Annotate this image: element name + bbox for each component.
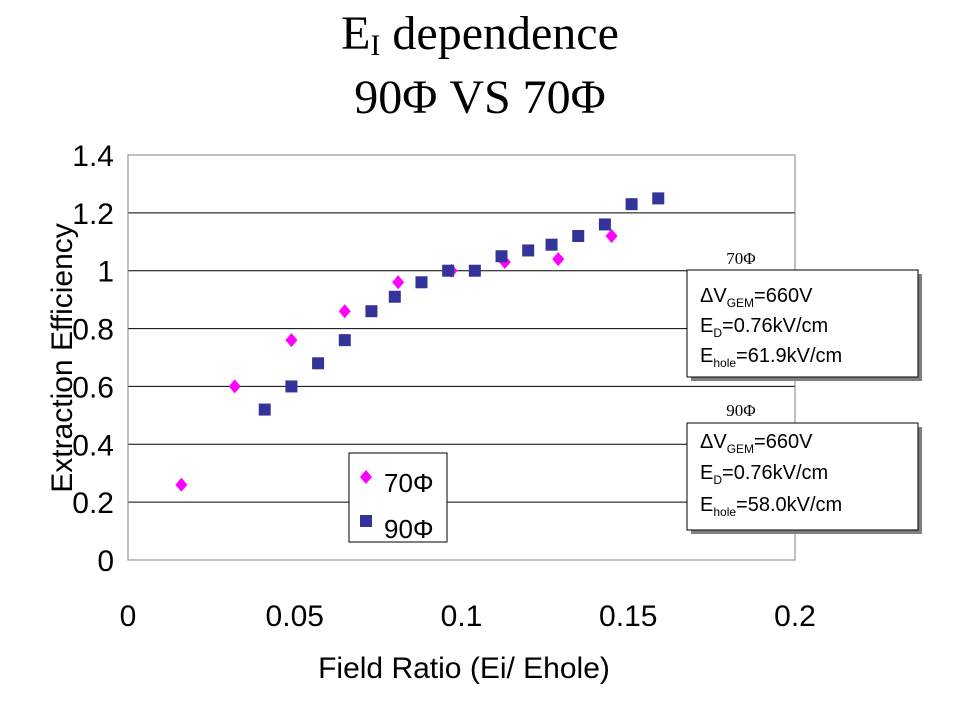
data-point-90phi bbox=[258, 403, 271, 416]
data-point-70phi bbox=[552, 252, 565, 267]
y-tick-label: 0 bbox=[97, 545, 114, 578]
legend-marker-70phi bbox=[360, 470, 372, 484]
chart-title-line2: 90Φ VS 70Φ bbox=[354, 71, 606, 124]
x-tick-labels: 0 0.05 0.1 0.15 0.2 bbox=[120, 600, 816, 633]
y-tick-label: 1 bbox=[97, 256, 114, 289]
data-point-90phi bbox=[468, 264, 481, 277]
title-e: E bbox=[341, 7, 371, 60]
x-tick-label: 0.05 bbox=[266, 600, 324, 633]
data-points bbox=[175, 192, 665, 492]
y-tick-label: 0.8 bbox=[72, 314, 114, 347]
data-point-90phi bbox=[522, 244, 535, 257]
annotation-70phi: 70Φ ΔVGEM=660V ED=0.76kV/cm Ehole=61.9kV… bbox=[686, 249, 922, 381]
y-tick-label: 1.2 bbox=[72, 198, 114, 231]
data-point-90phi bbox=[652, 192, 665, 205]
annotation-line-dvgem: ΔVGEM=660V bbox=[700, 431, 813, 456]
data-point-90phi bbox=[285, 380, 298, 393]
title-rest: dependence bbox=[380, 7, 619, 60]
legend-label-70phi: 70Φ bbox=[384, 468, 434, 498]
x-tick-label: 0.1 bbox=[441, 600, 483, 633]
data-point-90phi bbox=[572, 230, 585, 242]
data-point-70phi bbox=[175, 477, 188, 492]
annotation-line-ehole: Ehole=58.0kV/cm bbox=[700, 494, 842, 519]
x-tick-label: 0.15 bbox=[599, 600, 657, 633]
data-point-70phi bbox=[228, 379, 241, 394]
legend: 70Φ 90Φ bbox=[348, 452, 448, 544]
title-sub-i: I bbox=[370, 29, 381, 62]
x-tick-label: 0 bbox=[120, 600, 137, 633]
data-point-90phi bbox=[545, 238, 558, 251]
grid-lines bbox=[128, 154, 795, 503]
data-point-90phi bbox=[365, 305, 378, 318]
data-point-90phi bbox=[495, 250, 508, 263]
data-point-90phi bbox=[442, 264, 455, 277]
annotation-box-90phi bbox=[686, 422, 919, 531]
x-tick-label: 0.2 bbox=[774, 600, 816, 633]
data-point-90phi bbox=[415, 276, 428, 289]
data-point-90phi bbox=[625, 198, 638, 211]
annotation-box-70phi bbox=[686, 269, 919, 378]
y-tick-label: 0.4 bbox=[72, 429, 114, 462]
y-tick-labels: 0 0.2 0.4 0.6 0.8 1 1.2 1.4 bbox=[72, 140, 114, 578]
legend-label-90phi: 90Φ bbox=[384, 514, 434, 544]
y-tick-label: 0.2 bbox=[72, 487, 114, 520]
data-point-70phi bbox=[392, 275, 405, 290]
x-axis-label: Field Ratio (Ei/ Ehole) bbox=[318, 652, 610, 685]
data-point-90phi bbox=[598, 218, 611, 231]
annotation-90phi: 90Φ ΔVGEM=660V ED=0.76kV/cm Ehole=58.0kV… bbox=[686, 401, 922, 534]
data-point-90phi bbox=[338, 334, 351, 347]
annotation-label-90phi: 90Φ bbox=[726, 401, 755, 420]
data-point-90phi bbox=[388, 290, 401, 303]
data-point-90phi bbox=[312, 357, 325, 370]
annotation-line-dvgem: ΔVGEM=660V bbox=[700, 285, 813, 310]
annotation-line-ed: ED=0.76kV/cm bbox=[700, 462, 828, 487]
legend-marker-90phi bbox=[360, 515, 372, 527]
data-point-70phi bbox=[605, 229, 618, 243]
annotation-label-70phi: 70Φ bbox=[726, 249, 755, 268]
data-point-70phi bbox=[285, 333, 298, 348]
legend-box bbox=[348, 452, 448, 543]
annotation-line-ehole: Ehole=61.9kV/cm bbox=[700, 345, 842, 370]
data-point-70phi bbox=[338, 304, 351, 319]
y-tick-label: 0.6 bbox=[72, 371, 114, 404]
y-tick-label: 1.4 bbox=[72, 140, 114, 173]
y-axis-label: Extraction Efficiency bbox=[46, 223, 79, 493]
annotation-line-ed: ED=0.76kV/cm bbox=[700, 315, 828, 340]
chart-title-line1: EI dependence bbox=[0, 8, 960, 72]
